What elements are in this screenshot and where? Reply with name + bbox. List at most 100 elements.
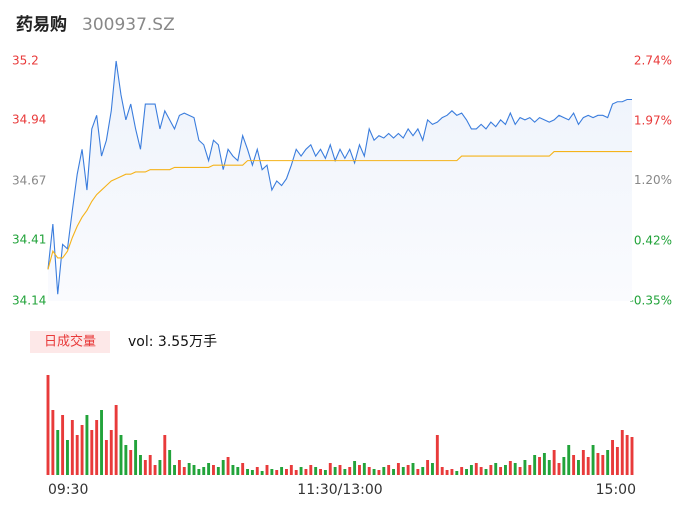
volume-badge: [30, 331, 110, 353]
volume-bar: [406, 465, 410, 475]
volume-bar: [528, 465, 532, 475]
volume-bar: [202, 467, 206, 475]
volume-bar: [479, 467, 483, 475]
volume-bar: [216, 467, 220, 475]
price-area: [48, 61, 632, 301]
volume-bar: [104, 440, 108, 475]
volume-bar: [533, 455, 537, 475]
volume-bar: [508, 461, 512, 475]
volume-bar: [241, 463, 245, 475]
volume-bar: [445, 470, 449, 475]
volume-bar: [542, 453, 546, 475]
volume-bar: [134, 440, 138, 475]
volume-bar: [289, 465, 293, 475]
volume-bar: [581, 450, 585, 475]
volume-bar: [460, 467, 464, 475]
volume-bar: [489, 465, 493, 475]
volume-bar: [323, 470, 327, 475]
volume-bar: [275, 470, 279, 475]
y2-tick-label: 1.20%: [634, 173, 672, 187]
price-line: [47, 60, 632, 295]
stock-code: 300937.SZ: [82, 15, 175, 35]
volume-bar: [221, 460, 225, 475]
volume-bar: [119, 435, 123, 475]
volume-bar: [465, 469, 468, 475]
volume-bar: [163, 435, 167, 475]
stock-name: 药易购: [16, 14, 67, 35]
volume-bar: [153, 465, 157, 475]
y-tick-label: 34.14: [12, 294, 46, 308]
volume-bar: [270, 469, 274, 475]
volume-title: 日成交量: [44, 334, 96, 350]
x-tick-label: 11:30/13:00: [297, 482, 382, 498]
volume-bar: [387, 465, 391, 475]
volume-bar: [304, 469, 308, 475]
volume-bar: [469, 465, 473, 475]
volume-bar: [260, 471, 264, 475]
volume-bar: [197, 469, 201, 475]
y2-tick-label: 2.74%: [634, 54, 672, 68]
volume-bar: [80, 425, 84, 475]
volume-bar: [358, 465, 361, 475]
volume-bar: [70, 420, 74, 475]
y2-tick-label: -0.35%: [630, 294, 672, 308]
volume-bar: [396, 463, 400, 475]
y-tick-label: 34.67: [12, 174, 46, 188]
volume-bar: [440, 467, 444, 475]
volume-bar: [552, 450, 556, 475]
volume-bar: [173, 465, 176, 475]
volume-bar: [226, 457, 230, 475]
x-tick-label: 09:30: [48, 482, 88, 498]
volume-bar: [56, 430, 60, 475]
volume-bar: [75, 435, 79, 475]
volume-bar: [207, 463, 211, 475]
volume-bar: [285, 469, 288, 475]
y-tick-label: 34.41: [12, 232, 46, 246]
volume-bar: [601, 455, 605, 475]
volume-bar: [250, 470, 254, 475]
volume-bar: [518, 467, 522, 475]
volume-bar: [474, 463, 478, 475]
volume-bar: [348, 467, 352, 475]
volume-bar: [90, 430, 94, 475]
volume-bar: [343, 469, 347, 475]
volume-bar: [557, 463, 561, 475]
volume-bar: [625, 435, 629, 475]
volume-bar: [148, 455, 152, 475]
volume-bar: [426, 460, 430, 475]
volume-bar: [586, 457, 590, 475]
volume-bar: [630, 437, 634, 475]
volume-bar: [168, 450, 172, 475]
volume-bar: [95, 420, 99, 475]
volume-bar: [606, 450, 610, 475]
volume-bar: [299, 467, 303, 475]
volume-bar: [591, 445, 595, 475]
volume-bar: [61, 415, 65, 475]
volume-bar: [455, 471, 459, 475]
volume-bar: [372, 469, 376, 475]
volume-bar: [319, 469, 322, 475]
volume-bar: [499, 467, 503, 475]
volume-bar: [280, 467, 284, 475]
volume-bar: [620, 430, 624, 475]
volume-bar: [294, 470, 298, 475]
volume-bar: [129, 450, 133, 475]
volume-bar: [212, 465, 215, 475]
y2-tick-label: 1.97%: [634, 113, 672, 127]
volume-bar: [187, 463, 191, 475]
volume-bar: [411, 463, 415, 475]
volume-bar: [596, 453, 600, 475]
average-line: [47, 151, 632, 270]
volume-bar: [66, 440, 69, 475]
y-tick-label: 34.94: [12, 112, 46, 126]
volume-bar: [143, 460, 147, 475]
volume-bar: [538, 457, 541, 475]
volume-bar: [51, 410, 55, 475]
volume-bar: [100, 410, 103, 475]
volume-bar: [177, 460, 181, 475]
volume-bar: [572, 455, 576, 475]
volume-bar: [547, 460, 551, 475]
y-tick-label: 35.2: [12, 54, 39, 68]
volume-bar: [367, 467, 371, 475]
